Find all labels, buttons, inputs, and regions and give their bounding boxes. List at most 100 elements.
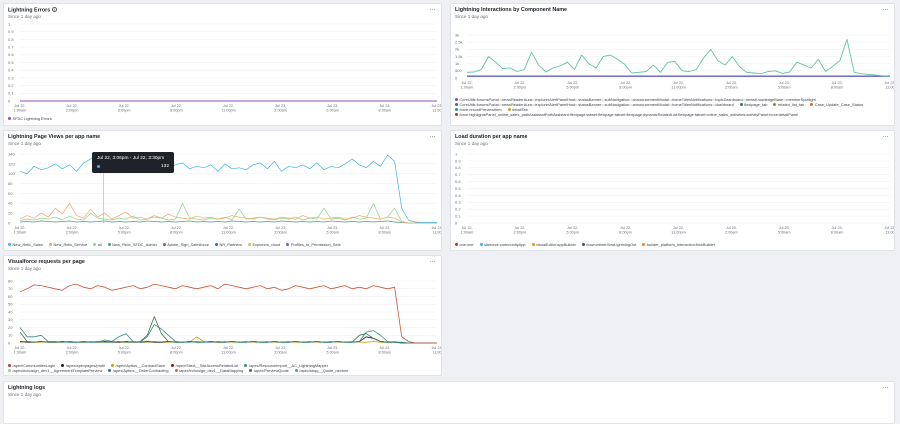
legend-item[interactable]: NR_Partners	[214, 242, 242, 247]
y-tick-label: 0.6	[8, 52, 14, 57]
y-tick-label: 2.5k	[455, 40, 463, 45]
y-tick-label: 0.9	[8, 29, 14, 34]
y-tick-label: 0	[8, 98, 11, 103]
x-tick-label: Jul 23,	[327, 104, 338, 108]
x-tick-label: Jul 22,	[119, 346, 130, 350]
legend-item[interactable]: force:highlightsPanel_online_sales_pathA…	[455, 112, 798, 117]
x-tick-label: 5:00am	[778, 86, 791, 90]
legend-label: builder_platform_interaction:flowBuilder	[646, 242, 715, 247]
legend-item[interactable]: flexipage_tab	[739, 102, 768, 108]
panel-title: Lightning Interactions by Component Name	[455, 7, 568, 13]
more-options-icon[interactable]: ...	[429, 133, 436, 139]
more-options-icon[interactable]: ...	[882, 133, 889, 139]
legend-swatch	[174, 369, 178, 373]
x-tick-label: Jul 22,	[171, 346, 182, 350]
legend-item[interactable]: related_list_tab	[773, 102, 804, 107]
legend-item[interactable]: CoreUtils:forumsPortal:::newsReaderAura:…	[455, 102, 734, 107]
legend-label: flexipage_tab	[744, 102, 768, 108]
legend-swatch	[455, 102, 458, 106]
legend-item[interactable]: flowruntime:flowLightningOut	[581, 242, 636, 247]
chart-legend: /apex/CommunitiesLogin/apex/apexpages/pr…	[8, 363, 354, 374]
legend-item[interactable]: one:one	[455, 242, 474, 247]
legend-label: Profiles_to_Permission_Sets	[290, 242, 341, 247]
legend-item[interactable]: /apex/ResourceImport__AC_LightningMapper	[244, 363, 328, 368]
legend-item[interactable]: /apex/CommunitiesLogin	[8, 363, 55, 368]
y-tick-label: 20	[8, 211, 13, 216]
series-line[interactable]	[19, 220, 437, 224]
legend-item[interactable]: /apex/apexpages/profil	[61, 363, 105, 368]
legend-label: New_Relic_Sales	[12, 242, 44, 247]
legend-item[interactable]: Profiles_to_Permission_Sets	[286, 242, 341, 247]
series-line[interactable]	[19, 283, 437, 344]
legend-swatch	[773, 102, 777, 106]
y-tick-label: 70	[8, 286, 13, 291]
legend-item[interactable]: Explorers_cloud	[247, 242, 280, 247]
x-tick-label: 8:00am	[379, 231, 392, 235]
legend-item[interactable]: /apex/sbqq__Quote_nextore	[294, 368, 348, 373]
legend-label: Case_Update_Case_Status	[814, 102, 864, 108]
legend-label: New_Relic_SFDC_Admin	[112, 242, 157, 247]
legend-item[interactable]: New_Relic_Sales	[8, 242, 43, 247]
legend-item[interactable]: /apex/echosign_dev1__AgreementTemplatePr…	[8, 368, 102, 373]
more-options-icon[interactable]: ...	[429, 6, 436, 12]
legend-item[interactable]: force:recordPreviewItem	[455, 107, 502, 112]
legend-item[interactable]: /apex/echosign_dev1__DataMapping	[174, 368, 243, 373]
panel-title: Lightning Page Views per app name	[8, 134, 101, 140]
more-options-icon[interactable]: ...	[882, 384, 889, 390]
x-tick-label: 11:00pm	[221, 351, 236, 355]
panel-title: Visualforce requests per page	[8, 259, 85, 265]
legend-item[interactable]: visualEditor:appBuilder	[531, 242, 576, 247]
legend-item[interactable]: /apex/SiteA__SiteAccessRelatedList	[171, 363, 238, 368]
legend-row: CoreUtils:forumsPortal:::newsReaderAura:…	[455, 97, 869, 102]
legend-item[interactable]: all	[93, 242, 102, 247]
x-tick-label: Jul 23,	[832, 226, 843, 230]
x-tick-label: 1:00am	[14, 109, 27, 113]
series-line[interactable]	[19, 324, 437, 344]
legend-item[interactable]: CoreUtils:forumsPortal:::newsReaderAura:…	[455, 97, 816, 102]
legend-swatch	[8, 116, 11, 120]
legend-item[interactable]: New_Relic_Service	[49, 242, 87, 247]
legend-label: force:recordPreviewItem	[459, 107, 502, 113]
series-line[interactable]	[466, 38, 891, 77]
series-line[interactable]	[19, 154, 437, 223]
y-tick-label: 20	[8, 325, 13, 330]
y-tick-label: 50	[8, 302, 13, 307]
series-line[interactable]	[19, 316, 437, 344]
legend-item[interactable]: New_Relic_SFDC_Admin	[107, 242, 157, 247]
legend-item[interactable]: builder_platform_interaction:flowBuilder	[642, 242, 715, 247]
x-tick-label: Jul 22,	[223, 226, 234, 230]
x-tick-label: 5:00pm	[118, 231, 131, 235]
y-tick-label: 500	[455, 68, 462, 73]
x-tick-label: 5:00pm	[566, 86, 579, 90]
legend-item[interactable]: /apex/PreviewQuote	[249, 368, 289, 373]
y-tick-label: 60	[8, 191, 13, 196]
legend-item[interactable]: Case_Update_Case_Status	[810, 102, 863, 107]
chart-legend: New_Relic_Sales New_Relic_Service all New_R…	[8, 242, 347, 247]
y-tick-label: 0.3	[8, 75, 14, 80]
x-tick-label: 2:00am	[274, 231, 287, 235]
y-tick-label: 10	[8, 333, 13, 338]
x-tick-label: 2:00am	[725, 231, 738, 235]
more-options-icon[interactable]: ...	[429, 258, 436, 264]
legend-row: force:highlightsPanel_online_sales_pathA…	[455, 112, 869, 117]
x-tick-label: Jul 23,	[327, 226, 338, 230]
x-tick-label: 1:00am	[14, 351, 27, 355]
legend-item[interactable]: siteforce:communityApp	[479, 242, 526, 247]
more-options-icon[interactable]: ...	[882, 6, 889, 12]
x-tick-label: Jul 23,	[884, 226, 895, 230]
legend-item[interactable]: Adobe_Sign_Salesforce	[162, 242, 209, 247]
legend-label: /apex/PreviewQuote	[253, 368, 289, 374]
series-line[interactable]	[19, 202, 437, 224]
legend-item[interactable]: detailTab	[507, 107, 528, 112]
x-tick-label: 11:00	[885, 86, 894, 90]
y-tick-label: 0.6	[455, 179, 461, 184]
info-icon[interactable]: i	[52, 7, 58, 12]
x-tick-label: 11:00	[432, 109, 441, 113]
legend-item[interactable]: SFDC Lightning Errors	[8, 116, 52, 121]
chart-legend: one:one siteforce:communityApp visualEdito…	[455, 242, 721, 247]
legend-item[interactable]: /apex/Apttus__OrderContracting	[108, 368, 169, 373]
series-line[interactable]	[19, 202, 437, 224]
legend-item[interactable]: /apex/Apttus__ContractSave	[110, 363, 165, 368]
